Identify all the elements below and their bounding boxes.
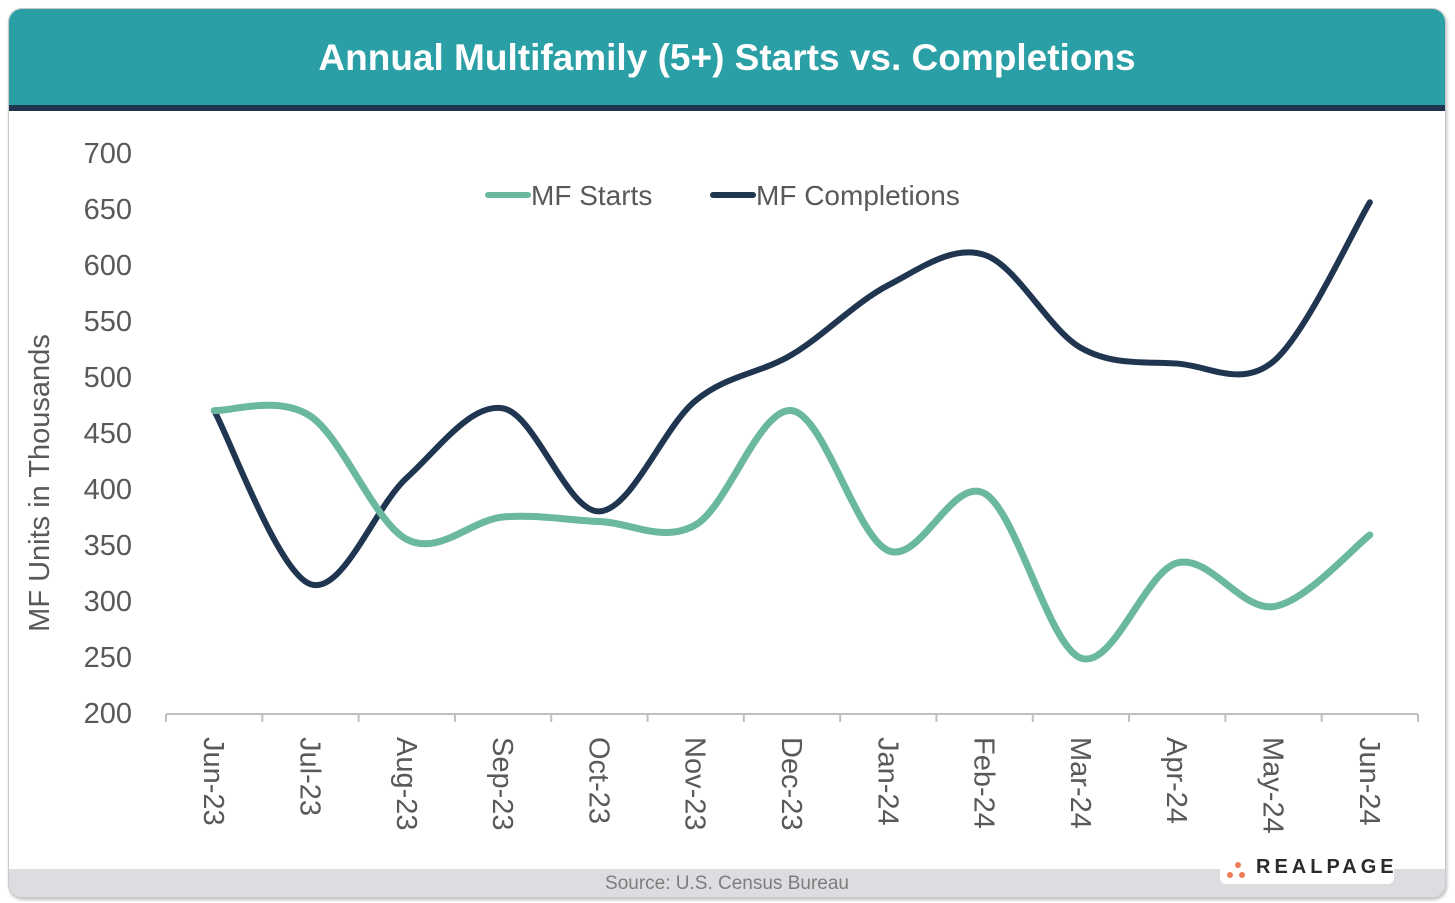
x-tick-label: Apr-24 [1160,737,1192,824]
series-line-mf-starts [210,401,1374,663]
y-tick-label: 400 [84,474,132,506]
realpage-logo: REALPAGE [1220,850,1394,884]
y-tick-label: 650 [84,194,132,226]
x-tick-label: Nov-23 [679,737,711,831]
chart-title: Annual Multifamily (5+) Starts vs. Compl… [318,37,1136,78]
y-tick-label: 250 [84,642,132,674]
y-tick-label: 600 [84,250,132,282]
y-tick-label: 550 [84,306,132,338]
series-line-mf-completions [211,199,1373,589]
y-tick-label: 300 [84,586,132,618]
chart-card: Annual Multifamily (5+) Starts vs. Compl… [8,8,1446,898]
y-tick-label: 500 [84,362,132,394]
x-tick-label: Dec-23 [775,737,807,831]
y-tick-label: 450 [84,418,132,450]
x-tick-label: Mar-24 [1064,737,1096,829]
x-tick-label: Jul-23 [293,737,325,816]
x-tick-label: Jun-23 [197,737,229,826]
x-tick-label: Jun-24 [1353,737,1385,826]
x-tick-label: Feb-24 [968,737,1000,829]
source-note: Source: U.S. Census Bureau [605,873,849,894]
footer-band: Source: U.S. Census Bureau [9,869,1445,897]
x-tick-label: May-24 [1257,737,1289,834]
y-axis-label: MF Units in Thousands [24,334,56,632]
legend-label: MF Completions [756,180,960,211]
legend-label: MF Starts [531,180,652,211]
x-tick-label: Sep-23 [486,737,518,831]
logo-text: REALPAGE [1256,856,1398,878]
logo-dots-icon [1227,862,1245,878]
y-tick-label: 700 [84,138,132,170]
y-tick-label: 350 [84,530,132,562]
x-tick-label: Aug-23 [390,737,422,831]
y-tick-label: 200 [84,698,132,730]
x-tick-label: Oct-23 [582,737,614,824]
chart-header: Annual Multifamily (5+) Starts vs. Compl… [9,9,1445,111]
x-tick-label: Jan-24 [871,737,903,826]
